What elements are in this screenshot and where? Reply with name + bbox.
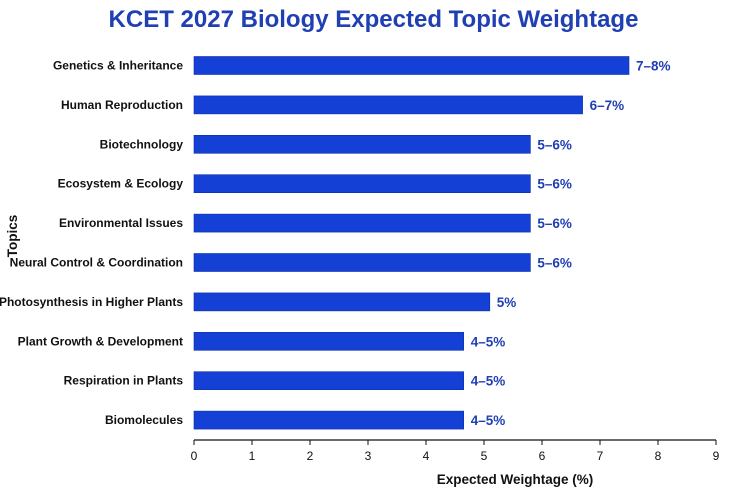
category-labels-group: Genetics & Inheritance Human Reproduction… <box>0 59 183 428</box>
category-label: Ecosystem & Ecology <box>58 177 184 191</box>
x-axis-title: Expected Weightage (%) <box>437 472 594 487</box>
x-tick-label: 1 <box>249 449 256 463</box>
x-tick-label: 2 <box>307 449 314 463</box>
bar <box>193 292 491 312</box>
bar <box>193 135 531 154</box>
category-label: Neural Control & Coordination <box>10 256 183 270</box>
x-tick-label: 7 <box>597 449 604 463</box>
bar-value-label: 5–6% <box>537 256 572 271</box>
x-tick-label: 6 <box>539 449 546 463</box>
x-tick-label: 8 <box>655 449 662 463</box>
category-label: Environmental Issues <box>59 216 183 230</box>
x-tick-label: 5 <box>481 449 488 463</box>
value-labels-group: 7–8% 6–7% 5–6% 5–6% 5–6% 5–6% 5% 4–5% 4–5% 4–5% <box>471 59 671 429</box>
bar-value-label: 4–5% <box>471 413 506 428</box>
bar-value-label: 5–6% <box>537 137 572 152</box>
y-axis-title: Topics <box>5 215 20 258</box>
x-tick-label: 4 <box>423 449 430 463</box>
bar-value-label: 4–5% <box>471 334 506 349</box>
category-label: Photosynthesis in Higher Plants <box>0 295 183 309</box>
bar <box>193 410 465 430</box>
category-label: Genetics & Inheritance <box>53 59 183 73</box>
bar-value-label: 5–6% <box>537 177 572 192</box>
x-tick-label: 3 <box>365 449 372 463</box>
bar <box>193 253 531 272</box>
category-label: Human Reproduction <box>61 98 183 112</box>
bar-value-label: 5–6% <box>537 216 572 231</box>
category-label: Biomolecules <box>105 413 183 427</box>
x-tick-label: 0 <box>191 449 198 463</box>
bar <box>193 56 630 75</box>
bar <box>193 331 465 351</box>
category-label: Respiration in Plants <box>64 374 184 388</box>
bar <box>193 371 465 391</box>
chart-title: KCET 2027 Biology Expected Topic Weighta… <box>108 6 639 33</box>
bar-value-label: 6–7% <box>590 98 625 113</box>
bars-group <box>193 56 630 430</box>
axes-group: 0 1 2 3 4 5 6 7 8 9 <box>191 439 720 463</box>
bar <box>193 174 531 193</box>
category-label: Biotechnology <box>100 137 184 151</box>
x-tick-label: 9 <box>713 449 720 463</box>
bar-value-label: 5% <box>497 295 517 310</box>
category-label: Plant Growth & Development <box>18 334 183 348</box>
bar-value-label: 4–5% <box>471 374 506 389</box>
bar <box>193 213 531 233</box>
bar-value-label: 7–8% <box>636 59 671 74</box>
bar <box>193 95 583 115</box>
